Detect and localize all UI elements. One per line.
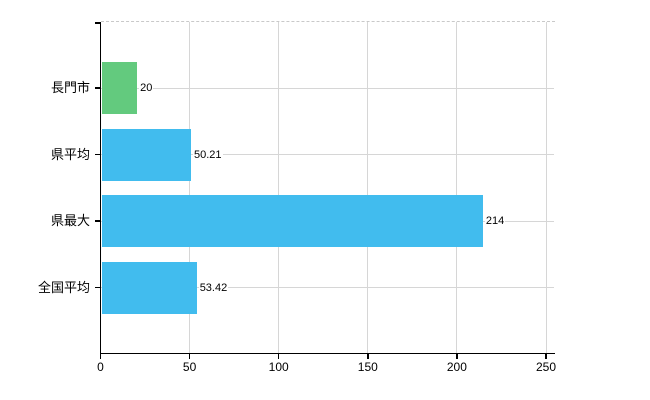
x-axis-tick-label: 100	[268, 360, 289, 374]
category-label: 長門市	[50, 80, 90, 95]
category-label: 県平均	[50, 146, 90, 162]
x-axis-tick	[367, 353, 369, 359]
bar	[101, 261, 197, 314]
x-axis-tick-label: 50	[182, 360, 197, 374]
bar	[101, 62, 138, 114]
vertical-gridline	[456, 22, 458, 353]
x-axis-tick	[188, 353, 191, 359]
vertical-gridline	[545, 22, 547, 353]
y-axis-line	[99, 22, 102, 354]
y-axis-tick	[95, 87, 101, 89]
y-axis-tick	[95, 286, 101, 289]
x-axis-tick-label: 250	[535, 360, 557, 374]
y-axis-top-tick	[95, 22, 101, 24]
vertical-gridline	[278, 22, 280, 353]
plot-top-border	[100, 21, 555, 22]
row-gridline	[101, 87, 554, 89]
bar	[101, 195, 483, 247]
x-axis-tick-label: 150	[357, 360, 378, 374]
x-axis-tick	[277, 353, 280, 359]
bar	[101, 128, 191, 181]
vertical-gridline	[367, 22, 369, 353]
category-label: 全国平均	[37, 279, 90, 295]
x-axis-tick	[545, 353, 547, 359]
bar-value-label: 53.42	[198, 280, 229, 295]
bar-value-label: 214	[484, 214, 506, 228]
x-axis-tick-label: 200	[446, 360, 467, 374]
bar-value-label: 20	[139, 81, 154, 95]
y-axis-tick	[95, 220, 101, 222]
bar-value-label: 50.21	[192, 147, 223, 162]
x-axis-tick	[456, 353, 458, 359]
x-axis-tick	[99, 353, 102, 359]
x-axis-tick-label: 0	[97, 360, 104, 374]
vertical-gridline	[189, 22, 191, 353]
row-gridline	[101, 287, 554, 288]
category-label: 県最大	[50, 213, 90, 228]
row-gridline	[101, 154, 554, 155]
x-axis-line	[99, 352, 555, 354]
y-axis-tick	[95, 153, 101, 156]
